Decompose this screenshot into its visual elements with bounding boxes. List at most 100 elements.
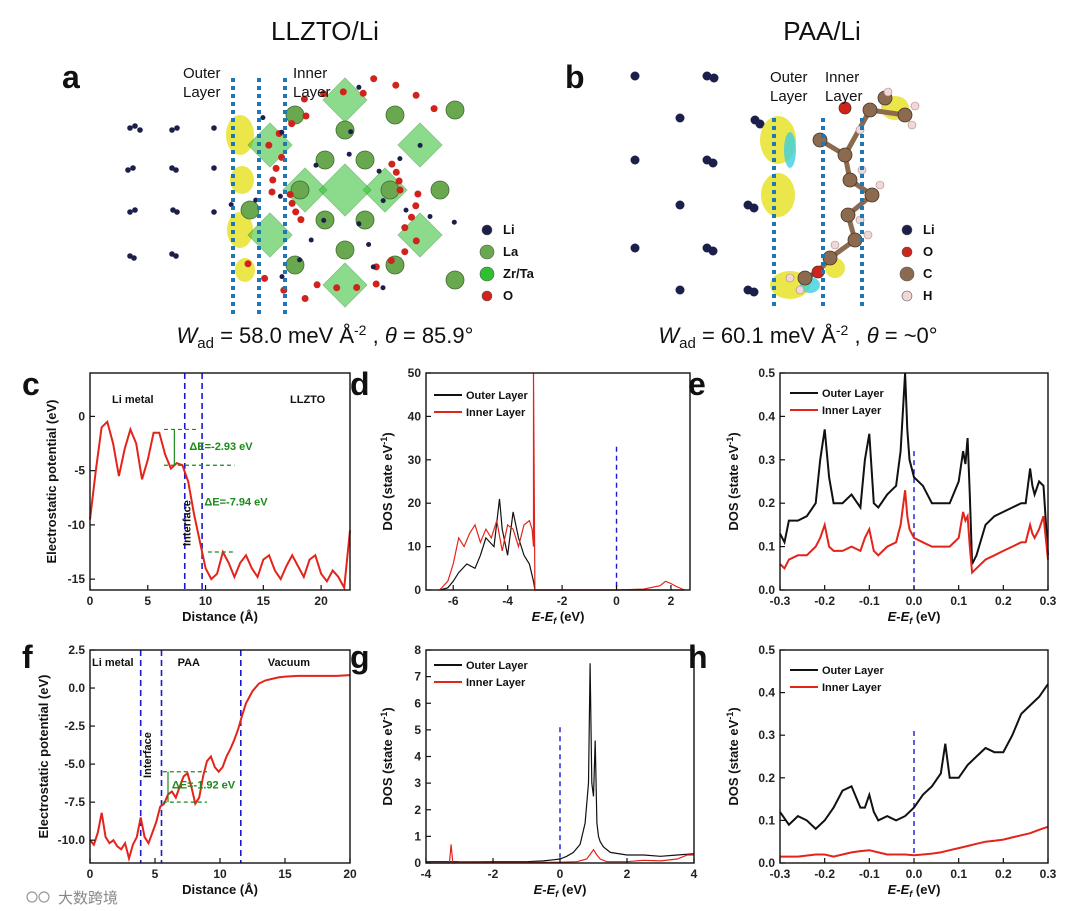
legend-label-o: O	[923, 244, 933, 259]
c-atom	[864, 187, 880, 203]
interface-label: Interface	[182, 500, 194, 546]
h-atom	[785, 273, 795, 283]
li-atom	[228, 202, 234, 208]
x-tick-label: 20	[343, 867, 357, 881]
x-tick-label: 0.1	[950, 867, 967, 881]
charge-density-blob	[761, 173, 795, 217]
o-atom	[392, 81, 400, 89]
y-tick-label: -5	[74, 464, 85, 478]
h-atom	[883, 87, 893, 97]
li-atom	[675, 285, 685, 295]
region-label: Vacuum	[268, 657, 310, 669]
li-atoms-layer	[125, 123, 217, 261]
y-tick-label: 0.0	[758, 856, 775, 870]
o-atom	[359, 89, 367, 97]
h-atom	[863, 230, 873, 240]
panel-label-c: c	[22, 366, 40, 402]
legend-label-c: C	[923, 266, 933, 281]
o-atom	[401, 224, 409, 232]
y-tick-label: 0.3	[758, 728, 775, 742]
llzto-li-structure: Outer Layer Inner Layer Li La Zr/Ta O Wad = 5…	[125, 65, 535, 352]
o-atom	[261, 274, 269, 282]
li-atom	[127, 125, 133, 131]
x-tick-label: 0	[557, 867, 564, 881]
li-atom	[130, 165, 136, 171]
li-atom	[675, 200, 685, 210]
x-tick-label: 5	[152, 867, 159, 881]
x-tick-label: 0.3	[1040, 867, 1057, 881]
y-axis-label: Electrostatic potential (eV)	[44, 400, 59, 564]
y-tick-label: 0.2	[758, 771, 775, 785]
legend-swatch-zr-ta	[479, 266, 495, 282]
y-tick-label: 0.0	[758, 583, 775, 597]
o-atom	[265, 141, 273, 149]
chart-g: -4 -2 0 2 4 0 1 2 3 4 5 6 7 8 E-Ef (eV) DOS (state eV-1…	[379, 643, 698, 899]
plot-frame	[89, 649, 351, 864]
li-atom	[125, 167, 131, 173]
x-tick-label: 0.2	[995, 867, 1012, 881]
c-atom	[840, 207, 856, 223]
region-label: Li metal	[112, 394, 154, 406]
h-atom	[795, 285, 805, 295]
li-atom	[297, 257, 303, 263]
o-atom	[430, 105, 438, 113]
o-atom	[412, 202, 420, 210]
o-atom	[301, 295, 309, 302]
li-atom	[403, 207, 409, 213]
x-tick-label: 0.2	[995, 594, 1012, 608]
series-line-outer-layer	[426, 663, 695, 863]
y-tick-label: 50	[408, 366, 422, 380]
y-tick-label: -2.5	[64, 719, 85, 733]
c-atom	[822, 250, 838, 266]
y-tick-label: 30	[408, 453, 422, 467]
li-atom	[137, 127, 143, 133]
o-atom	[269, 176, 277, 184]
zr-octahedron	[322, 262, 368, 308]
li-atom	[755, 119, 765, 129]
y-tick-label: 0.1	[758, 540, 775, 554]
legend-swatch-h	[901, 290, 913, 302]
series-line-electrostatic-potential	[89, 674, 351, 863]
legend-swatch-o	[901, 246, 913, 258]
zr-octahedron	[318, 163, 372, 217]
y-tick-label: 0.4	[758, 686, 775, 700]
li-atom	[169, 127, 175, 133]
li-atom	[370, 264, 376, 270]
li-atom	[630, 71, 640, 81]
o-atom	[320, 90, 327, 98]
atom-legend: Li OCH	[899, 222, 935, 303]
y-tick-label: 5	[414, 723, 421, 737]
o-atom	[353, 284, 361, 291]
li-atom	[131, 255, 137, 261]
o-atom	[268, 188, 276, 196]
li-atom	[702, 71, 712, 81]
li-atom	[709, 73, 719, 83]
h-atom	[907, 120, 917, 130]
y-tick-label: 8	[414, 643, 421, 657]
y-tick-label: 4	[414, 750, 421, 764]
o-atom	[288, 199, 296, 207]
legend-label-li: Li	[923, 222, 935, 237]
x-axis-label: Distance (Å)	[182, 882, 258, 897]
li-atom	[279, 129, 285, 135]
o-atom	[272, 164, 280, 172]
x-tick-label: 15	[278, 867, 292, 881]
o-atom	[401, 248, 409, 256]
watermark-logo-icon	[26, 891, 38, 903]
o-atom	[392, 168, 400, 176]
li-atom	[279, 274, 285, 280]
c-atom	[842, 172, 858, 188]
o-atom	[395, 177, 403, 185]
charge-density-blob	[784, 132, 796, 168]
x-tick-label: -0.3	[770, 867, 791, 881]
li-atom	[451, 219, 457, 225]
la-atom	[335, 120, 355, 140]
li-atom	[173, 253, 179, 259]
y-tick-label: 6	[414, 696, 421, 710]
y-tick-label: 2.5	[68, 643, 85, 657]
chart-e: -0.3 -0.2 -0.1 0.0 0.1 0.2 0.3 0.0 0.1 0.2 0.3 0.4 0…	[725, 366, 1057, 626]
y-tick-label: 3	[414, 776, 421, 790]
la-atom	[335, 240, 355, 260]
li-atom	[397, 156, 403, 162]
c-atom	[797, 270, 813, 286]
